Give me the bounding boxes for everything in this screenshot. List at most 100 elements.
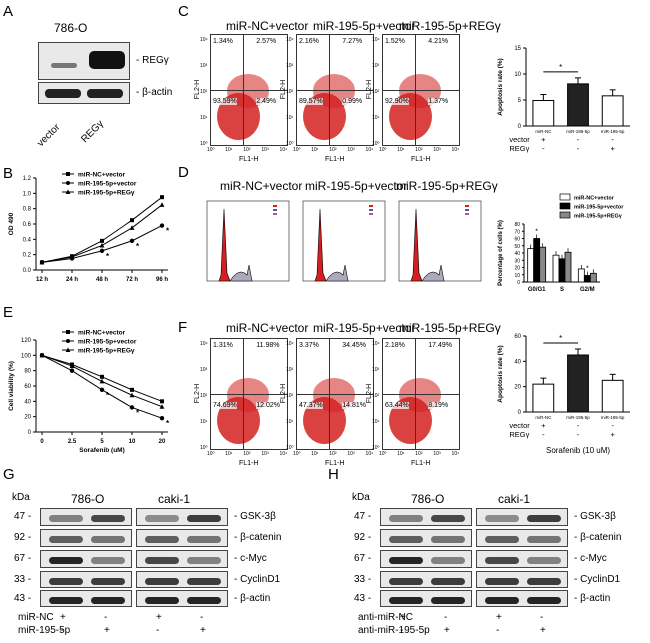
fbar-row2-sign: -	[542, 430, 545, 439]
h-band	[527, 557, 561, 564]
dbar-bar	[583, 275, 591, 283]
g-row2-sign: -	[60, 625, 64, 636]
c-ytick: 10⁴	[372, 36, 380, 43]
B-point	[69, 254, 75, 259]
dbar-bar	[533, 238, 541, 283]
c-plot-2: 2.16% 7.27% 89.57% 0.99%	[296, 34, 374, 146]
f-quadrant-value: 11.98%	[256, 342, 280, 349]
c-quadrant-value: 93.59%	[213, 97, 237, 105]
g-row2-sign: +	[104, 625, 110, 636]
h-row1-sign: -	[444, 612, 448, 623]
f-xtick: 10⁰	[293, 451, 301, 457]
E-y-tick-label: 60	[24, 384, 31, 390]
h-marker: 43 -	[354, 593, 372, 604]
d-hist-legend-swatch	[369, 213, 373, 215]
c-xtick: 10⁰	[379, 147, 387, 153]
E-point	[129, 392, 135, 398]
panel-label-d: D	[178, 164, 189, 181]
E-point	[129, 405, 135, 410]
c-ytick: 10³	[286, 62, 294, 69]
cbar-row1-sign: +	[541, 135, 546, 144]
g-row1-label: miR-NC	[18, 612, 54, 623]
a-blot-regg	[38, 42, 130, 80]
f-ytick: 10⁰	[372, 445, 380, 451]
h-marker: 33 -	[354, 574, 372, 585]
B-legend-marker	[66, 181, 70, 185]
cbar-bar	[532, 100, 555, 127]
B-x-tick-label: 24 h	[66, 277, 78, 283]
chart-c-bar: 0 5 10 15 Apoptosis rate (%) miR-NC miR-195-5p…	[497, 46, 630, 153]
cbar-bar	[601, 95, 624, 127]
c-quad-v	[242, 35, 244, 145]
fbar-category: miR-195-5p	[566, 415, 590, 420]
f-plot-3: 2.18% 17.49% 63.44% 8.19%	[382, 338, 460, 450]
c-ytick: 10²	[286, 88, 294, 95]
c-ytick: 10²	[200, 88, 208, 95]
f-quadrant-value: 1.31%	[213, 342, 233, 349]
chart-f-bar: 0 20 40 60 Apoptosis rate (%) miR-NC miR-195-5…	[497, 334, 630, 455]
fbar-y-tick-label: 40	[514, 359, 521, 365]
f-quadrant-value: 17.49%	[428, 342, 452, 349]
c-ytick: 10⁴	[286, 36, 294, 43]
d-hist-legend-swatch	[465, 209, 469, 211]
cbar-row1-sign: -	[577, 135, 580, 144]
E-legend-marker	[66, 330, 70, 334]
h-blot	[380, 508, 472, 526]
h-protein: - GSK-3β	[574, 511, 616, 522]
B-legend-label: miR-195-5p+vector	[78, 181, 137, 188]
E-point	[99, 378, 105, 384]
f-xtick: 10⁴	[365, 451, 374, 457]
h-band	[527, 515, 561, 522]
f-quad-h	[383, 394, 459, 395]
g-cell-2: caki-1	[158, 492, 191, 506]
fbar-y-tick-label: 60	[514, 334, 521, 340]
c-xtick: 10¹	[311, 147, 319, 153]
h-protein: - CyclinD1	[574, 574, 621, 585]
h-band	[389, 536, 423, 543]
dbar-y-tick-label: 20	[514, 266, 520, 272]
c-xtick: 10⁰	[207, 147, 215, 153]
g-band	[187, 536, 221, 543]
cbar-row2-sign: +	[610, 144, 615, 153]
fbar-row2-sign: -	[577, 430, 580, 439]
cbar-y-tick-label: 15	[514, 46, 521, 52]
dbar-legend-swatch	[559, 211, 571, 219]
f-quadrant-value: 2.18%	[385, 342, 405, 349]
f-ytick: 10³	[372, 366, 380, 373]
c-ytick: 10¹	[200, 114, 208, 121]
panel-label-c: C	[178, 3, 189, 20]
f-xtick: 10²	[415, 451, 423, 457]
B-legend-marker	[65, 189, 71, 194]
B-y-tick-label: 1.2	[23, 176, 32, 182]
g-marker: 92 -	[14, 532, 32, 543]
c-quad-h	[297, 90, 373, 91]
f-xtick: 10³	[347, 451, 355, 457]
dbar-bar	[577, 268, 585, 283]
c-ytick: 10¹	[372, 114, 380, 121]
E-y-tick-label: 0	[28, 430, 32, 436]
f-ytick: 10³	[200, 366, 208, 373]
E-y-tick-label: 20	[24, 415, 31, 421]
g-blot	[136, 529, 228, 547]
f-ytick: 10⁴	[372, 340, 380, 347]
c-plot-3: 1.52% 4.21% 92.90% 1.37%	[382, 34, 460, 146]
d-hist-s-g2	[325, 264, 349, 282]
g-kda: kDa	[12, 492, 30, 503]
fbar-row2-sign: +	[610, 430, 615, 439]
f-plot-1: 1.31% 11.98% 74.69% 12.02%	[210, 338, 288, 450]
B-series-line	[41, 204, 163, 263]
d-hist-legend-swatch	[465, 205, 469, 207]
B-y-tick-label: 1.0	[23, 191, 32, 197]
E-legend-label: miR-195-5p+REGγ	[78, 348, 135, 355]
c-quadrant-value: 2.16%	[299, 38, 319, 45]
h-blot	[476, 529, 568, 547]
cbar-category: miR-195-5p	[601, 129, 625, 134]
panel-label-a: A	[3, 3, 14, 20]
f-plot-2: 3.37% 34.45% 47.37% 14.81%	[296, 338, 374, 450]
dbar-y-tick-label: 30	[514, 258, 520, 264]
c-xtick: 10²	[415, 147, 423, 153]
c-ytick: 10⁰	[200, 141, 208, 147]
h-blot	[476, 550, 568, 568]
dbar-category: G0/G1	[528, 287, 546, 293]
